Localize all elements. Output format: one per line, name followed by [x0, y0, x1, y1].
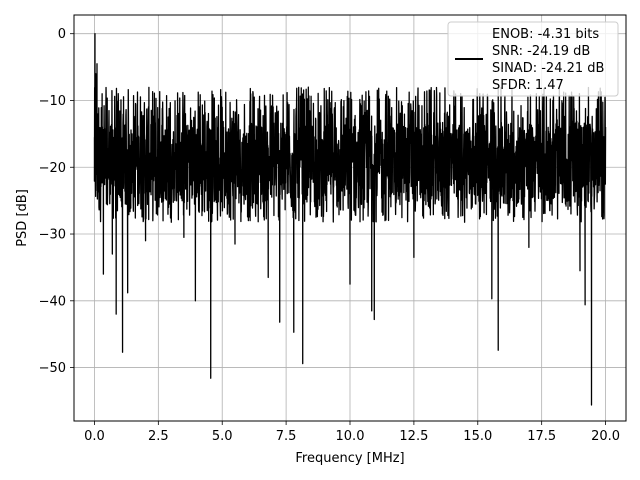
legend-entry-enob: ENOB: -4.31 bits — [492, 27, 599, 42]
x-tick-label: 7.5 — [276, 429, 297, 444]
x-tick-label: 17.5 — [527, 429, 556, 444]
y-tick-label: −20 — [39, 161, 66, 176]
legend-entry-sinad: SINAD: -24.21 dB — [492, 61, 604, 76]
legend-entry-sfdr: SFDR: 1.47 — [492, 78, 564, 93]
x-axis-label: Frequency [MHz] — [295, 451, 404, 466]
y-tick-label: −50 — [39, 361, 66, 376]
y-tick-label: −30 — [39, 228, 66, 243]
axis-ticks: 0.0 2.5 5.0 7.5 10.0 12.5 15.0 17.5 20.0 0 −10 −20 −… — [39, 27, 620, 444]
x-tick-label: 0.0 — [84, 429, 105, 444]
x-tick-label: 20.0 — [591, 429, 620, 444]
y-tick-label: −10 — [39, 94, 66, 109]
legend-entry-snr: SNR: -24.19 dB — [492, 44, 590, 59]
y-axis-label: PSD [dB] — [15, 189, 30, 247]
x-tick-label: 15.0 — [463, 429, 492, 444]
x-tick-label: 12.5 — [399, 429, 428, 444]
series-layer — [93, 33, 607, 406]
y-tick-label: −40 — [39, 294, 66, 309]
y-tick-label: 0 — [58, 27, 66, 42]
x-tick-label: 5.0 — [212, 429, 233, 444]
legend: ENOB: -4.31 bits SNR: -24.19 dB SINAD: -… — [447, 21, 619, 97]
legend-box — [447, 21, 619, 97]
x-tick-label: 10.0 — [336, 429, 365, 444]
psd-series-line — [93, 33, 607, 406]
x-tick-label: 2.5 — [148, 429, 169, 444]
